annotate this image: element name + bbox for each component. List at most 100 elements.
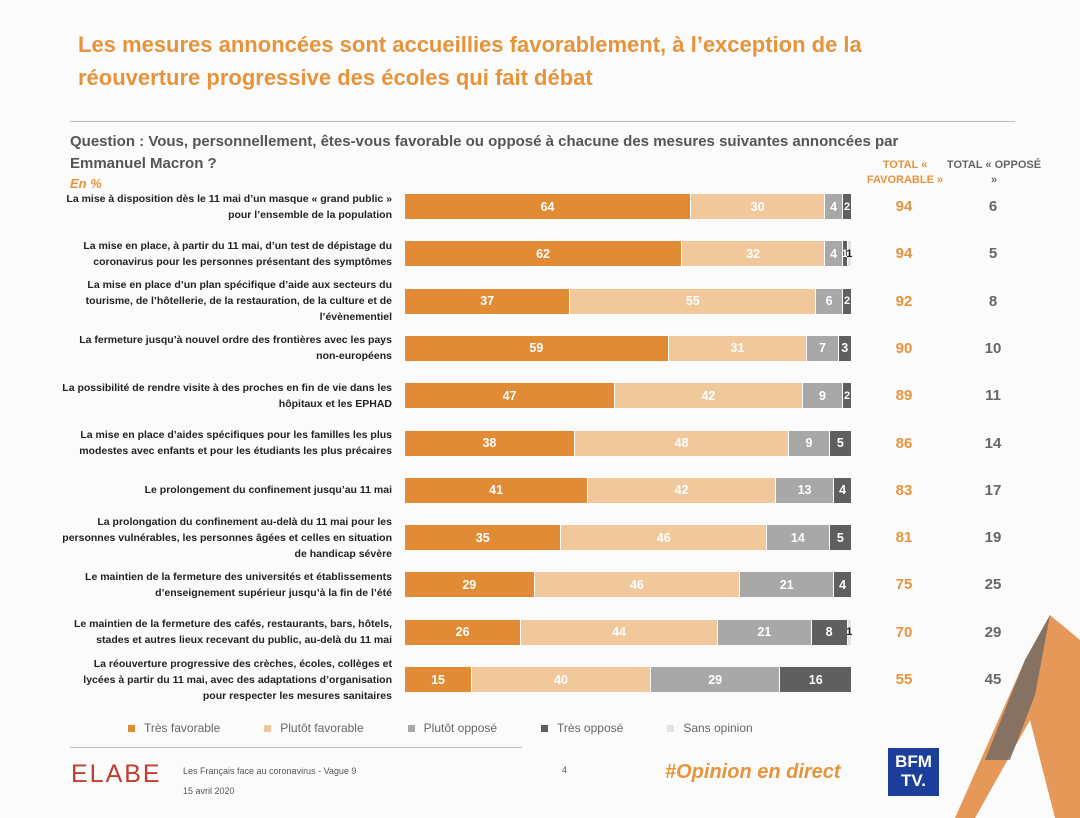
row-label: La mise en place d’un plan spécifique d’… (85, 279, 392, 324)
bfmtv-logo: BFM TV. (888, 748, 939, 796)
bar-segment: 4 (834, 477, 852, 503)
total-oppose-value: 8 (988, 292, 998, 310)
bar-segment: 6 (816, 288, 844, 314)
total-oppose-value: 10 (984, 339, 1002, 357)
legend-swatch (407, 724, 415, 732)
bfm-logo-line1: BFM (895, 752, 932, 771)
total-oppose-value: 45 (984, 671, 1002, 688)
bar-segment: 42 (588, 477, 776, 503)
total-oppose-value: 5 (988, 245, 998, 263)
bar-segment: 48 (574, 430, 790, 456)
total-favorable-value: 55 (895, 671, 913, 688)
total-favorable-value: 89 (895, 387, 913, 405)
total-favorable-value: 92 (895, 292, 913, 310)
legend-swatch (541, 724, 549, 732)
row-label: Le maintien de la fermeture des cafés, r… (73, 618, 392, 647)
bar-segment: 15 (405, 667, 473, 692)
bar-segment: 4 (825, 194, 844, 219)
total-oppose-value: 19 (984, 529, 1002, 547)
bar-segment: 35 (405, 525, 562, 551)
row-label: La mise en place d’aides spécifiques pou… (79, 429, 392, 457)
total-favorable-value: 86 (895, 434, 913, 452)
legend-item: Très favorable (128, 721, 220, 735)
total-favorable-value: 90 (895, 339, 913, 357)
bar-segment: 42 (615, 383, 803, 409)
row-label: La prolongation du confinement au-delà d… (62, 515, 392, 560)
legend-swatch (667, 724, 675, 732)
page-number: 4 (562, 765, 568, 775)
bar-segment: 26 (405, 619, 522, 645)
bar-segment: 4 (825, 241, 844, 267)
row-label: La possibilité de rendre visite à des pr… (62, 381, 392, 410)
bar-segment: 21 (740, 572, 835, 598)
total-oppose-value: 25 (984, 576, 1002, 594)
bar-segment: 1 (842, 241, 848, 267)
total-oppose-value: 11 (985, 387, 1001, 405)
bar-segment: 46 (561, 525, 768, 551)
total-oppose-value: 14 (984, 434, 1002, 452)
row-label: La réouverture progressive des crèches, … (83, 657, 392, 702)
legend-label: Plutôt favorable (280, 721, 364, 735)
bar-row: 62 32 4 1 1 (405, 241, 852, 267)
bar-segment: 59 (405, 335, 669, 361)
total-oppose-value: 29 (984, 623, 1002, 641)
bar-segment: 13 (776, 477, 835, 503)
bar-segment: 4 (834, 572, 852, 598)
row-label: Le maintien de la fermeture des universi… (85, 570, 392, 599)
bar-segment: 14 (767, 525, 830, 551)
bar-row: 47 42 9 2 (405, 383, 852, 409)
bar-segment: 9 (789, 430, 830, 456)
row-label: Le prolongement du confinement jusqu’au … (144, 484, 392, 497)
bar-row: 38 48 9 5 (405, 430, 852, 456)
elabe-logo: ELABE (71, 760, 162, 788)
legend-swatch (128, 724, 135, 732)
total-oppose-value: 17 (984, 481, 1002, 499)
total-favorable-value: 75 (895, 576, 913, 594)
legend-item: Très opposé (541, 721, 623, 735)
footer-divider (70, 747, 522, 748)
bar-segment: 1 (846, 241, 852, 267)
bar-row: 64 30 4 2 (405, 194, 852, 219)
question-text: Question : Vous, personnellement, êtes-v… (70, 133, 899, 172)
bar-segment: 16 (780, 667, 852, 692)
bar-segment: 5 (829, 430, 852, 456)
row-label: La fermeture jusqu’à nouvel ordre des fr… (79, 334, 392, 363)
bar-segment: 44 (521, 619, 718, 645)
header-total-favorable: TOTAL « FAVORABLE » (866, 159, 944, 186)
legend-swatch (264, 724, 272, 732)
bar-segment: 64 (405, 194, 692, 219)
a-logo-icon (955, 615, 1080, 818)
legend-item: Sans opinion (667, 721, 753, 735)
survey-date: 15 avril 2020 (183, 786, 235, 796)
bar-row: 35 46 14 5 (405, 525, 852, 551)
bar-segment: 38 (405, 430, 575, 456)
survey-name: Les Français face au coronavirus - Vague… (183, 766, 357, 776)
bar-row: 15 40 29 16 (405, 667, 852, 692)
bar-segment: 55 (570, 288, 817, 314)
bar-row: 29 46 21 4 (405, 572, 852, 598)
chart-legend: Très favorable Plutôt favorable Plutôt opp… (128, 721, 797, 735)
bar-segment: 2 (843, 194, 852, 219)
bar-segment: 31 (668, 335, 808, 361)
total-favorable-value: 81 (895, 529, 913, 547)
legend-item: Plutôt favorable (264, 721, 364, 735)
bar-segment: 21 (717, 619, 812, 645)
page-title: Les mesures annoncées sont accueillies f… (78, 32, 862, 90)
bar-segment: 46 (534, 572, 741, 598)
bar-segment: 37 (405, 288, 571, 314)
row-label: La mise à disposition dès le 11 mai d’un… (66, 192, 392, 221)
bar-segment: 40 (472, 667, 651, 692)
bar-segment: 2 (843, 383, 852, 409)
bar-row: 37 55 6 2 (405, 288, 852, 314)
unit-label: En % (70, 176, 102, 191)
legend-label: Très favorable (144, 721, 221, 735)
top-divider (70, 121, 1015, 122)
bar-segment: 41 (405, 477, 589, 503)
header-total-oppose: TOTAL « OPPOSÉ » (946, 159, 1042, 186)
bar-row: 26 44 21 8 1 (405, 619, 852, 645)
legend-label: Très opposé (557, 721, 624, 735)
total-oppose-value: 6 (988, 198, 998, 215)
total-favorable-value: 83 (895, 481, 913, 499)
bar-segment: 8 (811, 619, 848, 645)
bar-segment: 5 (829, 525, 852, 551)
